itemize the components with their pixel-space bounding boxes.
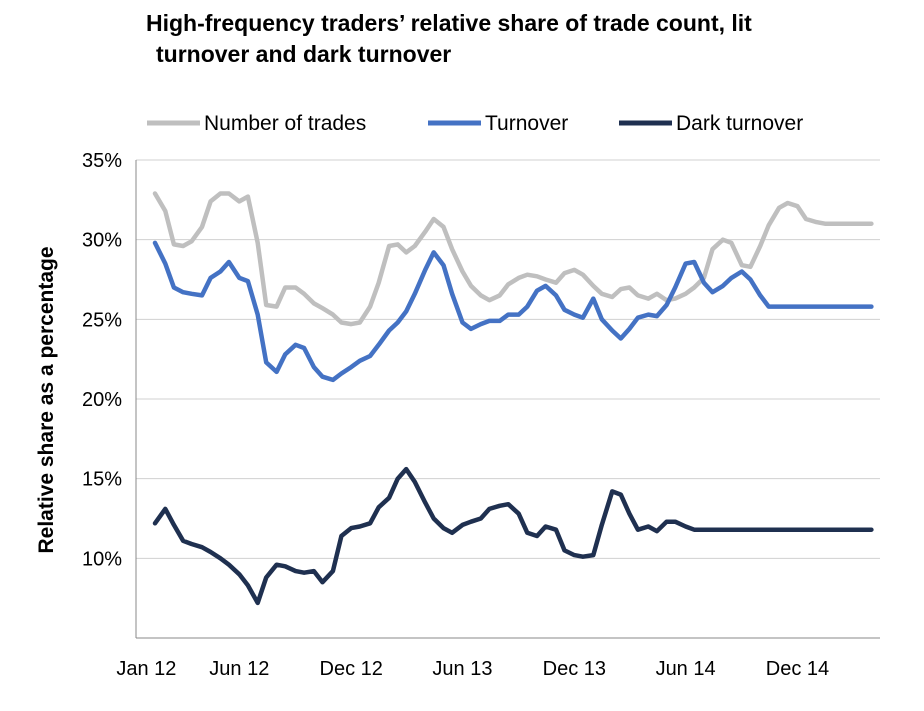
x-tick-labels: Jan 12 Jun 12 Dec 12 Jun 13 Dec 13 Jun 14 Dec …: [116, 658, 829, 680]
x-tick-label: Jun 12: [209, 658, 269, 680]
y-tick-label: 15%: [82, 469, 122, 491]
series-line-turnover: [152, 240, 874, 383]
x-tick-label: Jun 13: [432, 658, 492, 680]
series-lines: [152, 191, 874, 606]
y-tick-labels: 10% 15% 20% 25% 30% 35%: [82, 150, 122, 570]
x-tick-label: Dec 13: [543, 658, 606, 680]
legend-label: Number of trades: [204, 112, 366, 135]
legend-item: Dark turnover: [619, 112, 803, 135]
x-tick-label: Dec 14: [766, 658, 829, 680]
legend-label: Turnover: [485, 112, 568, 135]
chart-title-line-1: High-frequency traders’ relative share o…: [146, 10, 752, 36]
x-tick-label: Jun 14: [656, 658, 716, 680]
y-tick-label: 10%: [82, 548, 122, 570]
legend: Number of trades Turnover Dark turnover: [147, 112, 803, 135]
y-tick-label: 20%: [82, 389, 122, 411]
y-tick-label: 30%: [82, 230, 122, 252]
x-tick-label: Dec 12: [320, 658, 383, 680]
x-tick-label: Jan 12: [116, 658, 176, 680]
legend-item: Number of trades: [147, 112, 366, 135]
gridlines: [136, 159, 880, 559]
chart-title-line-2: turnover and dark turnover: [156, 41, 452, 67]
series-line-dark-turnover: [152, 466, 874, 606]
y-tick-label: 35%: [82, 150, 122, 172]
axes: [135, 160, 880, 639]
legend-label: Dark turnover: [676, 112, 803, 135]
chart-title: High-frequency traders’ relative share o…: [146, 8, 906, 70]
y-tick-label: 25%: [82, 309, 122, 331]
legend-item: Turnover: [428, 112, 568, 135]
series-line-number-of-trades: [152, 191, 874, 327]
y-axis-label: Relative share as a percentage: [35, 246, 58, 553]
